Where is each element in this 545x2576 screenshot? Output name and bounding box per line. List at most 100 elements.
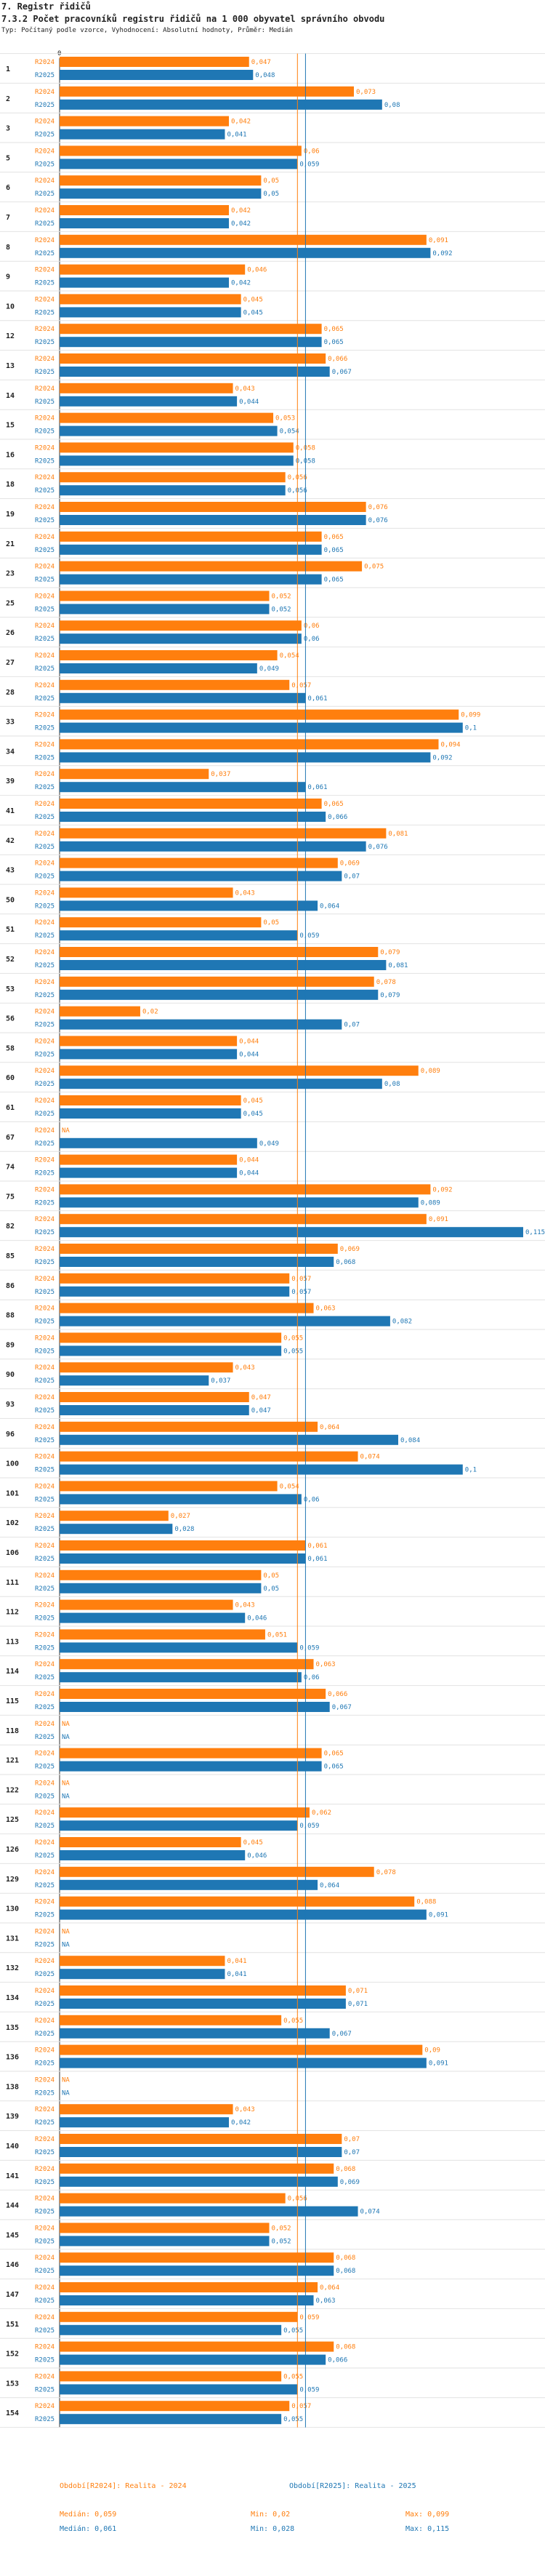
series-label-2025: R2025 <box>35 1882 54 1889</box>
series-label-2024: R2024 <box>35 326 54 333</box>
row-label: 147 <box>6 2291 19 2299</box>
bar-2025 <box>60 1553 306 1564</box>
bar-2024 <box>60 679 290 690</box>
bar-2025 <box>60 1316 390 1327</box>
row-label: 41 <box>6 807 15 815</box>
series-label-2024: R2024 <box>35 1364 54 1372</box>
bar-2024 <box>60 1807 310 1818</box>
series-label-2025: R2025 <box>35 250 54 257</box>
series-label-2025: R2025 <box>35 1407 54 1415</box>
series-label-2025: R2025 <box>35 161 54 168</box>
bar-2024-value-label: 0,078 <box>376 1869 396 1876</box>
series-label-2024: R2024 <box>35 2403 54 2410</box>
series-label-2025: R2025 <box>35 428 54 436</box>
bar-2025-value-label: 0,064 <box>320 1882 339 1889</box>
row-label: 88 <box>6 1312 15 1320</box>
series-label-2025: R2025 <box>35 1585 54 1593</box>
series-label-2025: R2025 <box>35 1140 54 1148</box>
series-label-2024: R2024 <box>35 1869 54 1876</box>
bar-2025 <box>60 1019 342 1030</box>
bar-2024-value-label: 0,066 <box>328 356 347 363</box>
series-label-2024: R2024 <box>35 177 54 185</box>
row-label: 139 <box>6 2113 19 2121</box>
bar-2024-value-label: 0,046 <box>247 267 267 274</box>
bar-2025-value-label: 0,044 <box>239 1170 259 1177</box>
bar-2025-na-label: NA <box>62 1941 70 1948</box>
bar-2025 <box>60 2117 230 2128</box>
series-label-2024: R2024 <box>35 2136 54 2143</box>
series-label-2024: R2024 <box>35 979 54 986</box>
bar-2025 <box>60 1257 334 1267</box>
bar-2025 <box>60 1286 290 1297</box>
series-label-2025: R2025 <box>35 191 54 198</box>
series-label-2024: R2024 <box>35 2047 54 2055</box>
series-label-2024: R2024 <box>35 1691 54 1698</box>
series-label-2025: R2025 <box>35 2416 54 2423</box>
series-label-2024: R2024 <box>35 415 54 423</box>
bar-2025 <box>60 247 431 258</box>
bar-2025 <box>60 841 366 852</box>
bar-2025-value-label: 0,065 <box>324 1764 344 1771</box>
bar-2025-value-label: 0,068 <box>336 2268 355 2275</box>
bar-2024 <box>60 2044 423 2055</box>
row-label: 152 <box>6 2351 19 2359</box>
bar-2024-value-label: 0,06 <box>304 623 320 630</box>
series-label-2024: R2024 <box>35 919 54 927</box>
series-label-2025: R2025 <box>35 2179 54 2186</box>
bar-2025 <box>60 1702 330 1712</box>
bar-2025-value-label: 0,08 <box>384 1081 400 1088</box>
bar-2024-value-label: 0,089 <box>421 1068 440 1075</box>
bar-2025 <box>60 544 322 555</box>
bar-2025-value-label: 0,065 <box>324 339 344 346</box>
bar-2025 <box>60 455 294 466</box>
series-label-2025: R2025 <box>35 2268 54 2275</box>
row-label: 51 <box>6 926 15 934</box>
bar-2025-value-label: 0,067 <box>332 369 352 376</box>
bar-2025-value-label: 0,06 <box>304 1674 320 1681</box>
bar-2024 <box>60 1451 358 1462</box>
series-label-2025: R2025 <box>35 1615 54 1623</box>
series-label-2025: R2025 <box>35 814 54 821</box>
series-label-2025: R2025 <box>35 665 54 673</box>
bar-2025 <box>60 752 431 763</box>
bar-2025-value-label: 0,059 <box>299 1644 319 1652</box>
legend-2025-label: Období[R2025]: Realita - 2025 <box>289 2482 416 2490</box>
bar-2025 <box>60 307 241 318</box>
row-label: 134 <box>6 1994 19 2002</box>
bar-2024 <box>60 383 233 393</box>
bar-2024-value-label: 0,055 <box>283 2373 303 2380</box>
row-label: 39 <box>6 777 15 785</box>
series-label-2025: R2025 <box>35 547 54 554</box>
row-label: 74 <box>6 1164 15 1172</box>
bar-2025 <box>60 1909 427 1920</box>
row-label: 121 <box>6 1757 19 1765</box>
bar-2024 <box>60 2282 318 2292</box>
row-label: 145 <box>6 2231 19 2239</box>
row-label: 86 <box>6 1282 15 1290</box>
series-label-2024: R2024 <box>35 1661 54 1668</box>
bar-2024-value-label: 0,057 <box>291 2403 311 2410</box>
bar-2024-value-label: 0,076 <box>368 504 388 511</box>
series-label-2024: R2024 <box>35 623 54 630</box>
series-label-2024: R2024 <box>35 741 54 748</box>
series-label-2025: R2025 <box>35 2089 54 2097</box>
series-label-2025: R2025 <box>35 220 54 228</box>
bar-2025-value-label: 0,063 <box>316 2297 336 2305</box>
row-label: 136 <box>6 2054 19 2062</box>
bar-2024-value-label: 0,055 <box>283 1335 303 1342</box>
bar-2025-value-label: 0,064 <box>320 903 339 910</box>
row-label: 18 <box>6 481 15 489</box>
row-label: 140 <box>6 2143 19 2151</box>
series-label-2024: R2024 <box>35 1721 54 1728</box>
series-label-2025: R2025 <box>35 1259 54 1266</box>
series-label-2024: R2024 <box>35 1424 54 1431</box>
bar-2024 <box>60 234 427 245</box>
bar-2024-value-label: 0,041 <box>227 1958 246 1965</box>
bar-2024-value-label: 0,075 <box>364 564 384 571</box>
bar-2025 <box>60 1079 382 1089</box>
series-label-2024: R2024 <box>35 860 54 868</box>
series-label-2025: R2025 <box>35 1348 54 1355</box>
bar-2024-value-label: 0,057 <box>291 1276 311 1283</box>
bar-2025-value-label: 0,041 <box>227 132 246 139</box>
row-label: 153 <box>6 2380 19 2388</box>
